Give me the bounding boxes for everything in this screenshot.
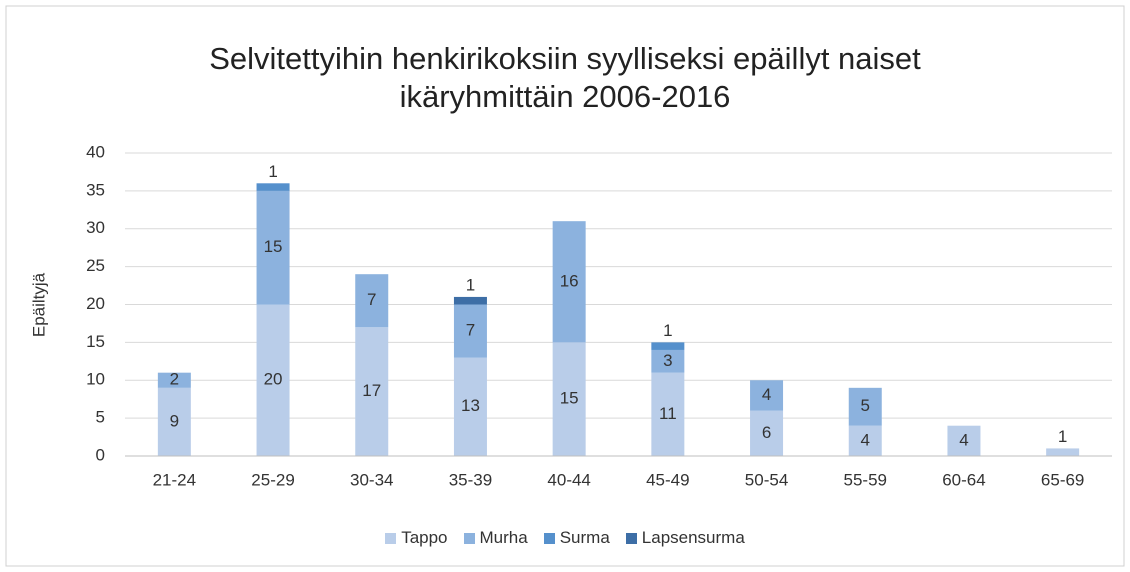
bar-segment xyxy=(157,372,191,388)
x-tick-label: 40-44 xyxy=(547,470,590,489)
y-tick-label: 5 xyxy=(96,408,105,427)
legend-item: Lapsensurma xyxy=(625,528,745,548)
bar-segment xyxy=(848,425,882,456)
data-label: 2 xyxy=(170,370,179,389)
x-tick-label: 50-54 xyxy=(745,470,788,489)
y-tick-label: 25 xyxy=(86,256,105,275)
bar-segment xyxy=(355,274,389,328)
data-label: 5 xyxy=(861,396,870,415)
legend-swatch xyxy=(385,532,397,544)
legend: Tappo Murha Surma Lapsensurma xyxy=(0,528,1130,548)
chart-border xyxy=(5,5,1125,567)
legend-label: Murha xyxy=(479,528,528,547)
y-tick-label: 40 xyxy=(86,142,105,161)
data-label: 1 xyxy=(268,162,277,181)
data-label: 1 xyxy=(466,275,475,294)
bar-segment xyxy=(157,387,191,456)
data-label: 1 xyxy=(1058,427,1067,446)
legend-swatch xyxy=(625,532,637,544)
x-tick-label: 65-69 xyxy=(1041,470,1084,489)
bar-segment xyxy=(651,342,685,350)
legend-label: Lapsensurma xyxy=(641,528,745,547)
data-label: 15 xyxy=(264,237,283,256)
data-label: 7 xyxy=(466,320,475,339)
data-label: 4 xyxy=(861,430,870,449)
data-label: 4 xyxy=(959,430,968,449)
bar-segment xyxy=(453,296,487,305)
data-label: 3 xyxy=(663,351,672,370)
legend-item: Surma xyxy=(543,528,610,548)
data-label: 9 xyxy=(170,411,179,430)
y-tick-label: 20 xyxy=(86,294,105,313)
y-tick-label: 35 xyxy=(86,180,105,199)
data-label: 7 xyxy=(367,290,376,309)
legend-swatch xyxy=(543,532,555,544)
data-label: 16 xyxy=(560,271,579,290)
bar-segment xyxy=(750,410,784,456)
data-label: 17 xyxy=(362,381,381,400)
x-tick-label: 45-49 xyxy=(646,470,689,489)
legend-swatch xyxy=(463,532,475,544)
x-tick-label: 25-29 xyxy=(251,470,294,489)
bar-segment xyxy=(355,327,389,456)
data-label: 4 xyxy=(762,385,771,404)
bar-segment xyxy=(552,221,586,343)
bar-segment xyxy=(1046,448,1080,456)
legend-item: Tappo xyxy=(385,528,448,548)
bar-segment xyxy=(651,372,685,456)
data-label: 15 xyxy=(560,389,579,408)
data-label: 11 xyxy=(659,404,677,423)
chart-title: Selvitettyihin henkirikoksiin syylliseks… xyxy=(209,41,921,114)
data-label: 1 xyxy=(663,321,672,340)
y-tick-label: 30 xyxy=(86,218,105,237)
data-label: 6 xyxy=(762,423,771,442)
bar-segment xyxy=(453,304,487,358)
bar-segment xyxy=(256,190,290,305)
bar-segment xyxy=(256,183,290,191)
y-axis-label: Epäiltyjä xyxy=(29,272,48,337)
legend-label: Tappo xyxy=(401,528,448,547)
bar-segment xyxy=(848,387,882,426)
y-tick-label: 10 xyxy=(86,370,105,389)
data-label: 13 xyxy=(461,396,480,415)
x-tick-label: 21-24 xyxy=(153,470,196,489)
x-tick-label: 35-39 xyxy=(449,470,492,489)
y-tick-label: 0 xyxy=(96,445,105,464)
y-tick-label: 15 xyxy=(86,332,105,351)
data-label: 20 xyxy=(264,370,283,389)
x-tick-label: 60-64 xyxy=(942,470,985,489)
bar-segment xyxy=(947,425,981,456)
x-tick-label: 55-59 xyxy=(844,470,887,489)
bar-segment xyxy=(256,304,290,456)
legend-item: Murha xyxy=(463,528,528,548)
legend-label: Surma xyxy=(559,528,610,547)
bar-segment xyxy=(750,380,784,411)
x-tick-label: 30-34 xyxy=(350,470,393,489)
bar-segment xyxy=(651,349,685,373)
bar-segment xyxy=(453,357,487,456)
bar-segment xyxy=(552,342,586,456)
